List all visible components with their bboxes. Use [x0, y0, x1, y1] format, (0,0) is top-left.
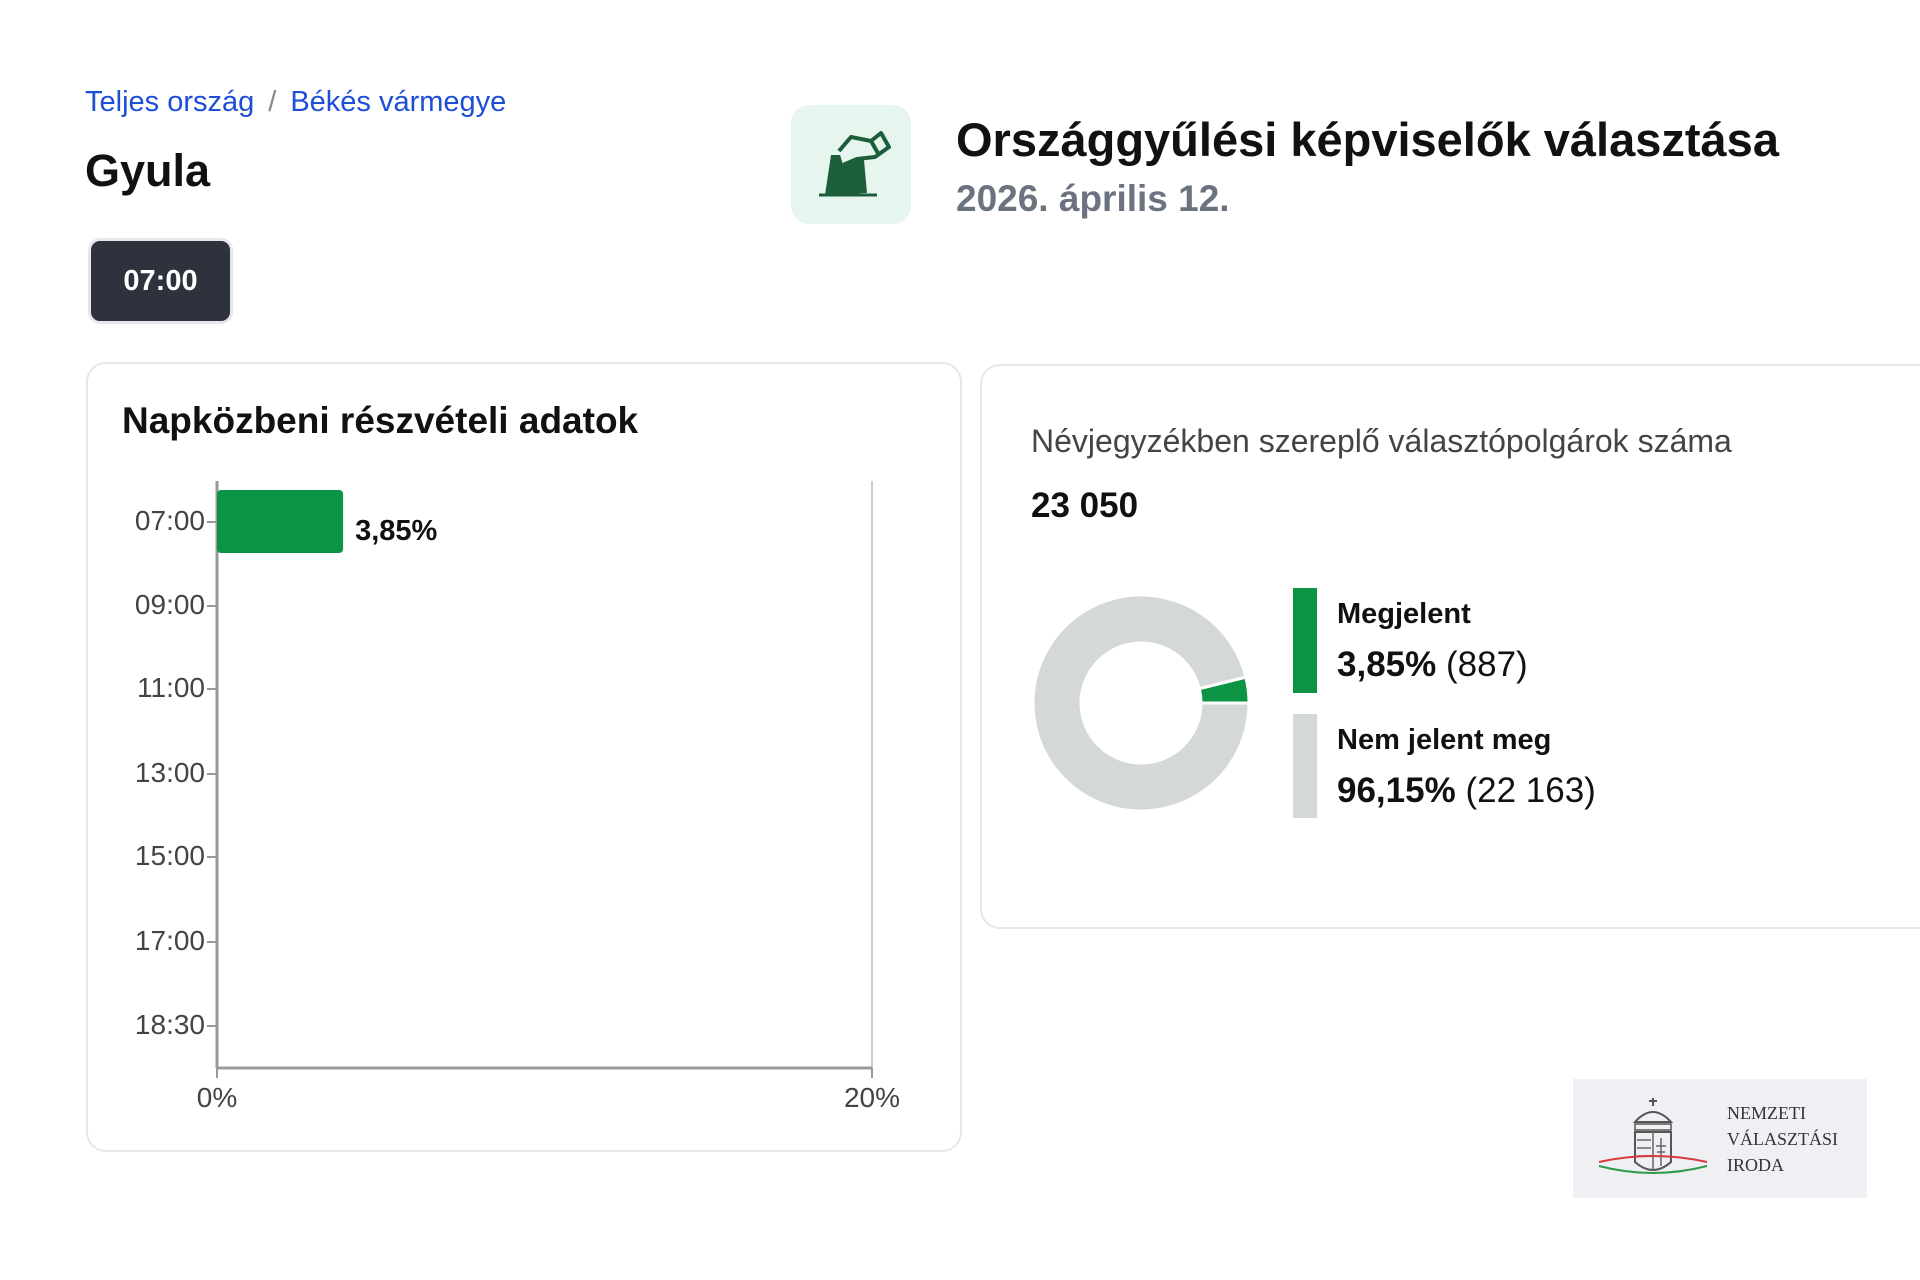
nvi-logo: NEMZETI VÁLASZTÁSI IRODA [1573, 1079, 1867, 1198]
breadcrumb-country[interactable]: Teljes ország [85, 86, 255, 118]
breadcrumb-separator: / [268, 86, 277, 118]
donut-slice [1031, 593, 1251, 813]
page-title: Gyula [85, 145, 211, 196]
y-tick-label: 09:00 [134, 589, 205, 620]
legend-absent-label: Nem jelent meg [1337, 724, 1552, 756]
bar-data-label: 3,85% [355, 515, 437, 547]
y-tick-label: 07:00 [134, 505, 205, 536]
y-tick-label: 17:00 [134, 925, 205, 956]
x-tick-label: 0% [197, 1082, 237, 1113]
y-tick-label: 15:00 [134, 840, 205, 871]
ballot-box-icon [791, 105, 911, 224]
breadcrumb: Teljes ország / Békés vármegye [85, 86, 506, 119]
breadcrumb-county[interactable]: Békés vármegye [290, 86, 507, 118]
registry-value: 23 050 [1031, 486, 1139, 525]
x-tick-label: 20% [844, 1082, 900, 1113]
y-tick-label: 18:30 [134, 1009, 205, 1040]
registry-label: Névjegyzékben szereplő választópolgárok … [1031, 423, 1732, 459]
legend-present-value: 3,85% (887) [1337, 645, 1528, 684]
logo-text: NEMZETI VÁLASZTÁSI IRODA [1727, 1102, 1838, 1175]
y-tick-label: 13:00 [134, 757, 205, 788]
y-tick-label: 11:00 [137, 672, 205, 703]
turnout-donut [1031, 593, 1251, 813]
legend-swatch-absent [1293, 714, 1317, 818]
coat-of-arms-icon [1598, 1097, 1708, 1174]
bar [217, 490, 344, 553]
registry-card [980, 364, 1920, 929]
legend-present-label: Megjelent [1337, 598, 1471, 630]
legend-absent-value: 96,15% (22 163) [1337, 771, 1596, 810]
legend-swatch-present [1293, 588, 1317, 693]
time-select-button[interactable]: 07:00 [88, 238, 233, 324]
turnout-card-title: Napközbeni részvételi adatok [122, 400, 639, 441]
election-date: 2026. április 12. [956, 178, 1230, 219]
election-title: Országgyűlési képviselők választása [956, 113, 1779, 166]
